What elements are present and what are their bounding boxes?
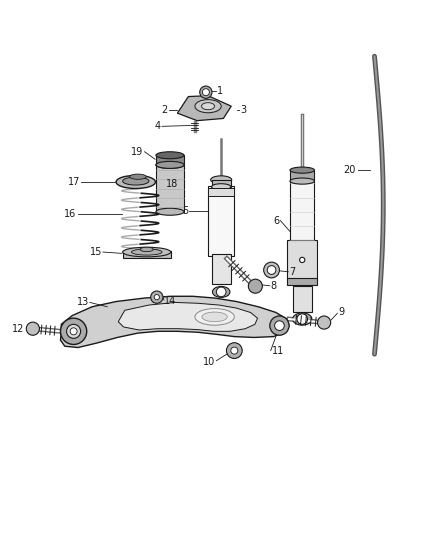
Circle shape — [275, 321, 284, 330]
Bar — [290, 181, 314, 243]
Bar — [156, 155, 184, 165]
Text: 17: 17 — [68, 177, 80, 187]
Polygon shape — [118, 302, 258, 332]
Ellipse shape — [290, 167, 314, 173]
Text: 7: 7 — [289, 266, 295, 277]
Circle shape — [151, 291, 163, 303]
Circle shape — [270, 316, 289, 335]
Bar — [212, 254, 231, 284]
Ellipse shape — [140, 247, 153, 252]
Bar — [156, 165, 184, 212]
Bar — [287, 278, 317, 285]
Bar — [287, 240, 317, 280]
Circle shape — [67, 324, 81, 338]
Ellipse shape — [156, 161, 184, 168]
Ellipse shape — [290, 178, 314, 184]
Bar — [208, 187, 234, 255]
Circle shape — [264, 262, 279, 278]
Text: 1: 1 — [217, 86, 223, 96]
Bar — [290, 170, 314, 181]
Circle shape — [26, 322, 39, 335]
Bar — [212, 180, 231, 187]
Ellipse shape — [156, 208, 184, 215]
Polygon shape — [177, 96, 231, 120]
Circle shape — [231, 347, 238, 354]
Text: 20: 20 — [343, 165, 356, 175]
Ellipse shape — [195, 309, 234, 325]
Bar — [293, 286, 312, 312]
Text: 11: 11 — [272, 345, 285, 356]
Ellipse shape — [195, 100, 221, 113]
Bar — [208, 188, 234, 197]
Circle shape — [248, 279, 262, 293]
Circle shape — [226, 343, 242, 359]
Text: 6: 6 — [273, 215, 279, 225]
Ellipse shape — [201, 103, 215, 110]
Polygon shape — [60, 296, 289, 348]
Text: 16: 16 — [64, 209, 77, 219]
Text: 2: 2 — [162, 104, 168, 115]
Circle shape — [200, 86, 212, 98]
Text: 14: 14 — [164, 296, 177, 305]
Ellipse shape — [211, 176, 232, 184]
Text: 12: 12 — [12, 324, 24, 334]
Ellipse shape — [212, 184, 231, 190]
Ellipse shape — [156, 152, 184, 159]
Text: 13: 13 — [77, 297, 89, 308]
Circle shape — [318, 316, 331, 329]
Text: 8: 8 — [271, 281, 277, 291]
Ellipse shape — [156, 161, 184, 168]
Circle shape — [60, 318, 87, 344]
Ellipse shape — [131, 249, 162, 255]
Text: 18: 18 — [166, 179, 179, 189]
Text: 5: 5 — [182, 206, 188, 216]
Ellipse shape — [293, 313, 312, 325]
Text: 10: 10 — [203, 357, 215, 367]
Polygon shape — [123, 251, 171, 258]
Circle shape — [267, 265, 276, 274]
Text: 9: 9 — [338, 308, 344, 318]
Ellipse shape — [202, 312, 227, 322]
Text: 19: 19 — [131, 147, 144, 157]
Circle shape — [70, 328, 77, 335]
Ellipse shape — [123, 177, 149, 185]
Ellipse shape — [116, 175, 155, 189]
Ellipse shape — [130, 174, 146, 179]
Circle shape — [216, 287, 226, 297]
Circle shape — [300, 257, 305, 263]
Text: 4: 4 — [155, 122, 161, 131]
Circle shape — [154, 295, 159, 300]
Circle shape — [297, 314, 307, 324]
Ellipse shape — [123, 247, 171, 257]
Circle shape — [202, 88, 209, 96]
Text: 15: 15 — [90, 247, 102, 257]
Ellipse shape — [212, 286, 230, 297]
Text: 3: 3 — [240, 104, 246, 115]
